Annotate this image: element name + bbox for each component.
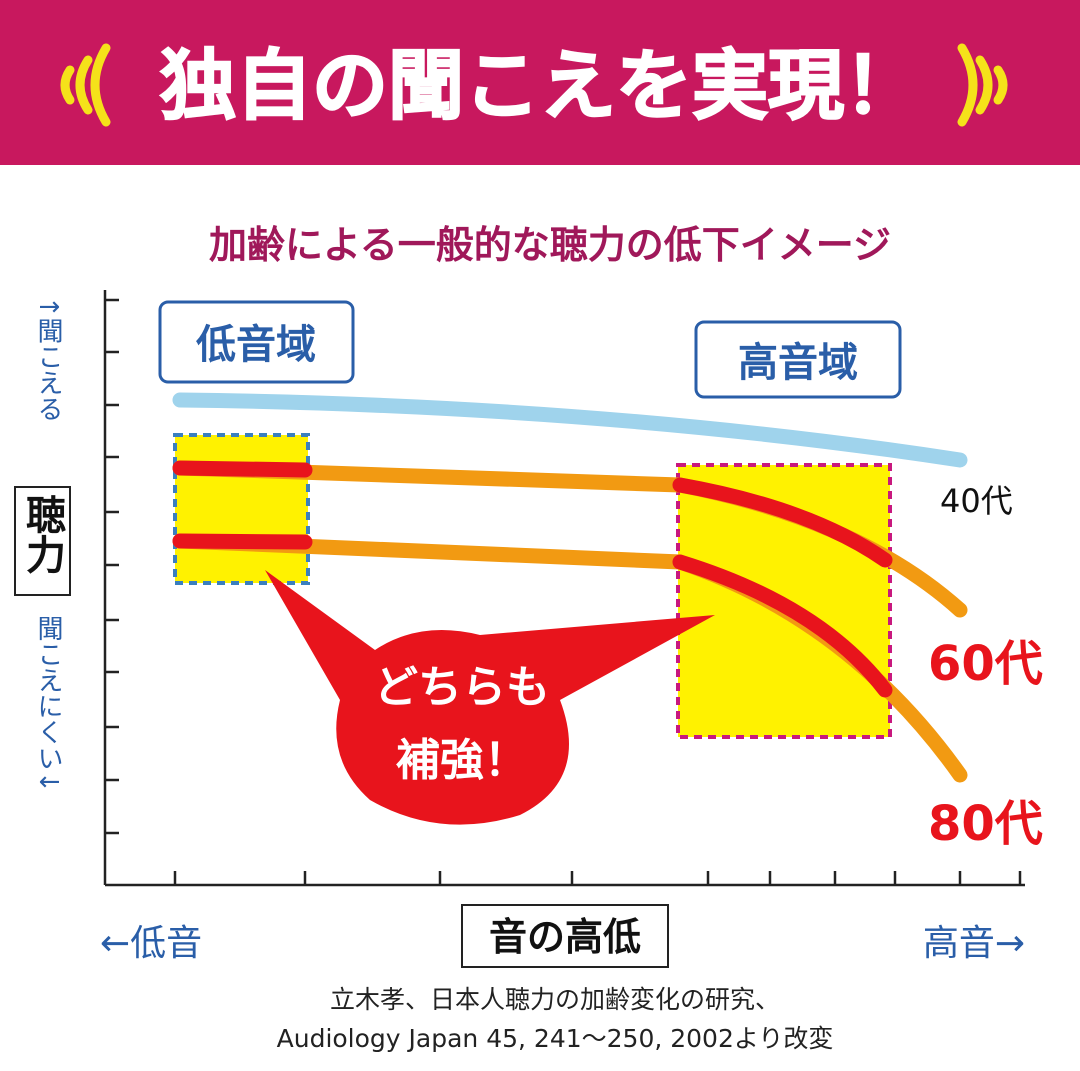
callout-text: 補強！	[396, 735, 528, 786]
region-label-box	[694, 320, 902, 399]
region-label-box	[158, 300, 355, 384]
banner-title: 独自の聞こえを実現！	[160, 41, 920, 130]
region-label: 低音域	[196, 322, 316, 368]
curve-label: 40代	[940, 482, 1013, 520]
y-axis-label-box	[14, 486, 71, 596]
callout-bubble	[265, 570, 715, 825]
sound-icon-left	[60, 43, 111, 127]
axes	[103, 290, 1025, 887]
banner	[0, 0, 1080, 165]
curve-40s	[172, 392, 968, 468]
curve-60s-boost	[172, 460, 893, 568]
y-axis-bottom: 聞こえにくい↓	[33, 615, 63, 793]
source-text: 立木孝、日本人聴力の加齢変化の研究、	[330, 985, 780, 1014]
curve-label: 80代	[928, 796, 1043, 852]
y-axis-top: ↑聞こえる	[33, 296, 63, 422]
y-axis-label: 聴力	[19, 494, 66, 575]
callout-text: どちらも	[374, 662, 550, 713]
source-text: Audiology Japan 45, 241〜250, 2002より改変	[277, 1024, 834, 1053]
x-axis-right: 高音→	[923, 923, 1025, 964]
region-label: 高音域	[738, 340, 858, 386]
subtitle: 加齢による一般的な聴力の低下イメージ	[209, 223, 891, 267]
curve-80s-boost	[172, 533, 893, 698]
sound-icon-right	[957, 43, 1008, 127]
x-axis-label: 音の高低	[489, 915, 641, 959]
curve-label: 60代	[928, 636, 1043, 692]
x-axis-label-box	[461, 904, 669, 968]
x-axis-left: ←低音	[100, 923, 202, 964]
low-range-box	[173, 433, 310, 585]
